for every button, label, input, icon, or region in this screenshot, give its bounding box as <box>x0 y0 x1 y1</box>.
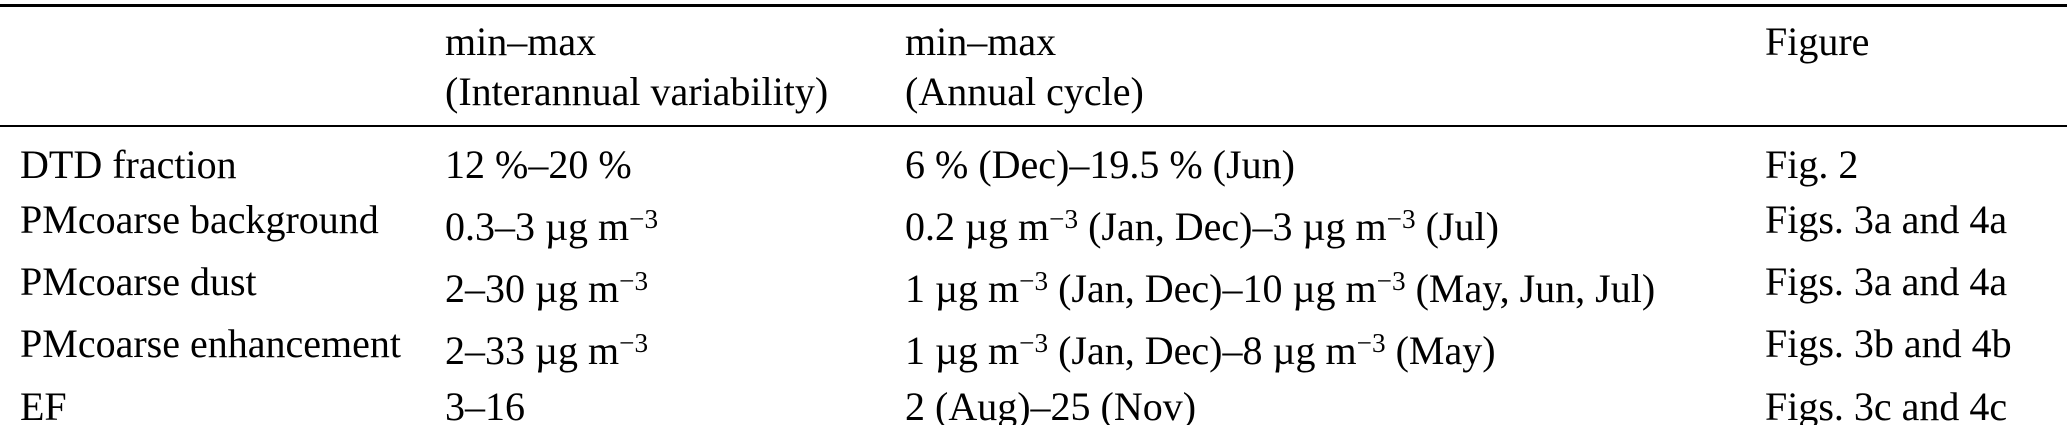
cell-parameter: EF <box>20 383 67 425</box>
superscript: −3 <box>1386 204 1416 234</box>
table-header: min–max (Interannual variability) min–ma… <box>0 7 2067 127</box>
cell-parameter: DTD fraction <box>20 142 237 187</box>
cell-annual-range: 1 µg m−3 (Jan, Dec)–10 µg m−3 (May, Jun,… <box>905 266 1656 312</box>
table-row: EF 3–16 2 (Aug)–25 (Nov) Figs. 3c and 4c <box>0 379 2067 425</box>
superscript: −3 <box>1019 328 1049 359</box>
table-row: DTD fraction 12 %–20 % 6 % (Dec)–19.5 % … <box>0 137 2067 192</box>
summary-table: min–max (Interannual variability) min–ma… <box>0 4 2067 425</box>
superscript: −3 <box>1019 266 1049 297</box>
cell-figure-ref: Figs. 3c and 4c <box>1765 383 2008 425</box>
cell-annual-range: 1 µg m−3 (Jan, Dec)–8 µg m−3 (May) <box>905 328 1496 374</box>
header-annual-line2: (Annual cycle) <box>905 69 1144 114</box>
cell-interannual-range: 2–33 µg m−3 <box>445 328 649 374</box>
header-figure: Figure <box>1765 19 1870 64</box>
cell-interannual-range: 2–30 µg m−3 <box>445 266 649 312</box>
cell-annual-range: 0.2 µg m−3 (Jan, Dec)–3 µg m−3 (Jul) <box>905 204 1499 250</box>
cell-figure-ref: Fig. 2 <box>1765 142 1859 187</box>
cell-parameter: PMcoarse dust <box>20 259 257 305</box>
superscript: −3 <box>1376 266 1406 297</box>
table-body: DTD fraction 12 %–20 % 6 % (Dec)–19.5 % … <box>0 127 2067 425</box>
cell-interannual-range: 3–16 <box>445 383 525 425</box>
header-interannual-line1: min–max <box>445 19 597 64</box>
cell-figure-ref: Figs. 3b and 4b <box>1765 321 2012 367</box>
cell-figure-ref: Figs. 3a and 4a <box>1765 259 2008 305</box>
cell-interannual-range: 12 %–20 % <box>445 142 632 187</box>
cell-annual-range: 2 (Aug)–25 (Nov) <box>905 383 1197 425</box>
superscript: −3 <box>619 266 649 297</box>
cell-parameter: PMcoarse enhancement <box>20 321 401 367</box>
table-row: PMcoarse enhancement 2–33 µg m−3 1 µg m−… <box>0 316 2067 378</box>
cell-annual-range: 6 % (Dec)–19.5 % (Jun) <box>905 142 1295 187</box>
header-interannual: min–max (Interannual variability) <box>445 17 905 117</box>
header-row: min–max (Interannual variability) min–ma… <box>0 17 2067 117</box>
superscript: −3 <box>619 328 649 359</box>
cell-interannual-range: 0.3–3 µg m−3 <box>445 204 659 250</box>
superscript: −3 <box>629 204 659 234</box>
header-annual: min–max (Annual cycle) <box>905 17 1765 117</box>
header-annual-line1: min–max <box>905 19 1057 64</box>
superscript: −3 <box>1049 204 1079 234</box>
table-row: PMcoarse dust 2–30 µg m−3 1 µg m−3 (Jan,… <box>0 254 2067 316</box>
table-row: PMcoarse background 0.3–3 µg m−3 0.2 µg … <box>0 192 2067 254</box>
superscript: −3 <box>1356 328 1386 359</box>
cell-figure-ref: Figs. 3a and 4a <box>1765 197 2008 242</box>
cell-parameter: PMcoarse background <box>20 197 379 242</box>
header-interannual-line2: (Interannual variability) <box>445 69 829 114</box>
